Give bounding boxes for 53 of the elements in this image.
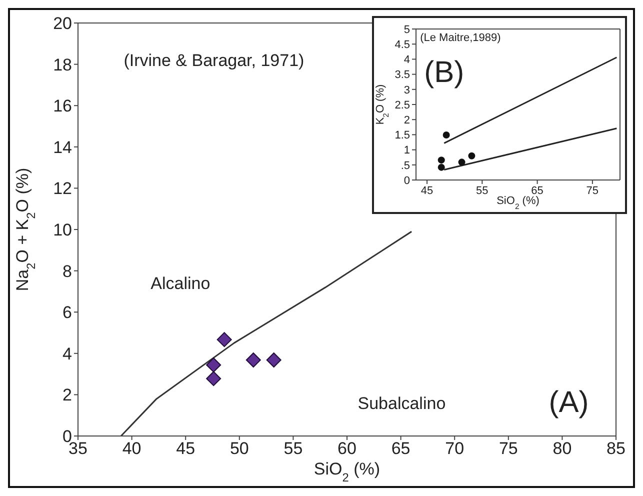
x-tick-label: 80 xyxy=(552,439,572,458)
annotation: (A) xyxy=(548,386,589,420)
point xyxy=(438,164,445,171)
y-tick-label: 4.5 xyxy=(394,39,410,52)
x-axis-title: SiO$_{2}$ (%) xyxy=(496,194,540,210)
y-tick-label: 3.5 xyxy=(394,69,410,82)
annotation: (Irvine & Baragar, 1971) xyxy=(124,50,304,71)
y-tick-label: 4 xyxy=(404,54,410,66)
x-tick-label: 45 xyxy=(420,184,434,197)
y-tick-label: 4 xyxy=(62,344,72,364)
x-axis-title: SiO$_{2}$ (%) xyxy=(314,460,380,485)
annotation: (B) xyxy=(424,56,464,90)
x-tick-label: 75 xyxy=(586,184,599,197)
y-tick-label: 10 xyxy=(53,220,72,240)
x-tick-label: 85 xyxy=(606,439,626,458)
x-tick-label: 65 xyxy=(531,184,544,197)
y-tick-label: 1 xyxy=(404,144,410,157)
point xyxy=(442,132,450,138)
x-tick-label: 40 xyxy=(122,439,142,458)
annotation: (Le Maitre,1989) xyxy=(420,32,501,44)
y-tick-label: 14 xyxy=(53,138,72,157)
y-tick-label: 6 xyxy=(62,303,72,322)
y-tick-label: 3 xyxy=(404,84,410,96)
x-tick-label: 70 xyxy=(445,439,464,458)
point xyxy=(266,352,282,368)
y-tick-label: 2.5 xyxy=(394,99,410,112)
annotation: Alcalino xyxy=(150,274,210,294)
x-tick-label: 75 xyxy=(498,439,518,458)
annotation: Subalcalino xyxy=(358,394,446,414)
point xyxy=(468,152,476,160)
y-tick-label: 2 xyxy=(62,386,72,405)
point xyxy=(206,371,222,386)
point xyxy=(206,357,222,372)
y-tick-label: 5 xyxy=(404,24,410,36)
y-tick-label: 8 xyxy=(62,262,72,281)
x-tick-label: 55 xyxy=(476,184,488,197)
y-tick-label: 1.5 xyxy=(394,130,410,142)
y-tick-label: 16 xyxy=(53,96,72,116)
x-tick-label: 65 xyxy=(391,439,410,458)
x-tick-label: 55 xyxy=(284,439,303,458)
point xyxy=(458,158,466,166)
y-tick-label: 0 xyxy=(404,174,410,187)
x-tick-label: 50 xyxy=(230,439,249,458)
x-tick-label: 60 xyxy=(338,439,356,458)
y-tick-label: 2 xyxy=(404,114,410,127)
point xyxy=(216,332,232,348)
y-tick-label: 18 xyxy=(53,55,72,74)
y-tick-label: .5 xyxy=(400,160,410,172)
point xyxy=(438,156,445,164)
y-tick-label: 20 xyxy=(53,14,72,34)
point xyxy=(246,352,261,368)
y-tick-label: 12 xyxy=(53,179,72,198)
x-tick-label: 45 xyxy=(176,439,196,458)
